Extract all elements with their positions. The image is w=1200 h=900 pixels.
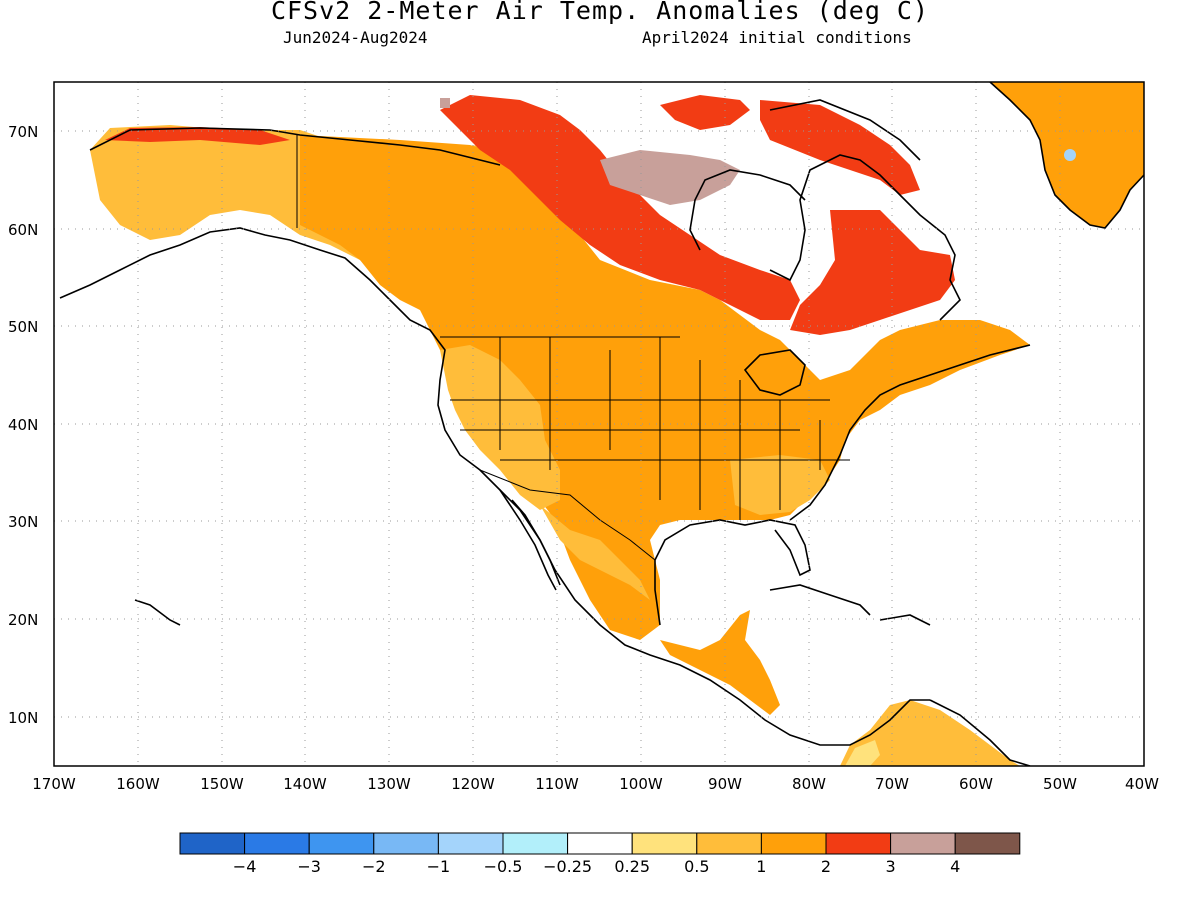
colorbar-label: 0.25 <box>614 857 650 876</box>
lat-label: 30N <box>8 513 38 531</box>
coastline-baja-inner <box>511 499 561 586</box>
colorbar-swatch <box>954 832 1021 855</box>
colorbar-swatch <box>244 832 310 855</box>
colorbar-label: −1 <box>427 857 451 876</box>
lon-label: 60W <box>959 775 993 793</box>
lon-label: 90W <box>708 775 742 793</box>
anomaly-spot-arctic <box>440 98 450 108</box>
anomaly-region-hudson-west <box>440 95 800 320</box>
lon-label: 50W <box>1043 775 1077 793</box>
lon-label: 170W <box>32 775 76 793</box>
lat-label: 20N <box>8 611 38 629</box>
colorbar-label: 4 <box>950 857 960 876</box>
lon-label: 150W <box>200 775 244 793</box>
coastlines <box>59 82 1144 766</box>
colorbar-swatch <box>308 832 375 855</box>
coastline-hispaniola <box>879 614 931 626</box>
coastline-baja <box>499 489 557 591</box>
colorbar-swatch <box>696 832 762 855</box>
lat-label: 70N <box>8 123 38 141</box>
colorbar-swatch <box>373 832 439 855</box>
coastline-baffin <box>769 99 921 161</box>
political-borders <box>296 135 850 561</box>
colorbar-swatch <box>890 832 956 855</box>
longitude-labels: 170W 160W 150W 140W 130W 120W 110W 100W … <box>32 775 1159 793</box>
colorbar-swatch <box>437 832 504 855</box>
anomaly-region-mexico <box>540 505 650 600</box>
coastline-east-coast <box>789 344 1031 521</box>
coastline-hawaii <box>134 599 181 626</box>
coastline-greenland <box>989 82 1144 229</box>
lat-label: 10N <box>8 709 38 727</box>
coastline-labrador <box>769 154 961 321</box>
colorbar-swatch <box>631 832 698 855</box>
forecast-period: Jun2024-Aug2024 <box>283 28 428 47</box>
colorbar-label: −2 <box>362 857 386 876</box>
anomaly-region-arctic-islands <box>660 95 750 130</box>
anomaly-region-kivalliq <box>600 150 740 205</box>
lon-label: 110W <box>535 775 579 793</box>
colorbar-label: 2 <box>821 857 831 876</box>
coastline-great-lakes <box>743 349 806 396</box>
map-frame <box>53 81 1145 767</box>
colorbar-label: −0.25 <box>543 857 592 876</box>
lat-label: 40N <box>8 416 38 434</box>
lon-label: 130W <box>367 775 411 793</box>
lon-label: 70W <box>875 775 909 793</box>
initial-conditions: April2024 initial conditions <box>642 28 912 47</box>
lon-label: 140W <box>283 775 327 793</box>
colorbar-swatch <box>502 832 569 855</box>
colorbar-swatch <box>825 832 892 855</box>
latitude-labels: 70N 60N 50N 40N 30N 20N 10N <box>8 123 38 727</box>
coastline-arctic <box>89 127 501 166</box>
colorbar-label: −0.5 <box>484 857 523 876</box>
anomaly-region-baffin <box>760 100 920 195</box>
coastline-gulf-of-mexico <box>654 519 811 626</box>
lon-label: 160W <box>116 775 160 793</box>
colorbar-swatch <box>567 832 633 855</box>
coastline-south-america <box>929 699 1031 766</box>
state-borders <box>450 337 850 520</box>
lat-label: 60N <box>8 221 38 239</box>
colorbar-label: 3 <box>886 857 896 876</box>
coastline-north-america-west <box>59 227 930 746</box>
colorbar: −4 −3 −2 −1 −0.5 −0.25 0.25 0.5 1 2 3 4 <box>179 832 1021 876</box>
colorbar-label: −3 <box>297 857 321 876</box>
anomaly-fields <box>90 82 1144 766</box>
colorbar-label: 0.5 <box>684 857 709 876</box>
lon-label: 40W <box>1125 775 1159 793</box>
lon-label: 120W <box>451 775 495 793</box>
colorbar-swatch <box>179 832 246 855</box>
map-title: CFSv2 2-Meter Air Temp. Anomalies (deg C… <box>270 0 930 25</box>
anomaly-region-quebec <box>790 210 955 335</box>
lat-label: 50N <box>8 318 38 336</box>
anomaly-spot-greenland-cool <box>1064 149 1076 161</box>
lon-label: 80W <box>792 775 826 793</box>
anomaly-region-central-america <box>660 610 780 715</box>
coastline-cuba <box>769 584 871 616</box>
colorbar-label: −4 <box>233 857 257 876</box>
colorbar-label: 1 <box>756 857 766 876</box>
anomaly-region-canada <box>300 135 1030 640</box>
colorbar-swatch <box>760 832 827 855</box>
lon-label: 100W <box>619 775 663 793</box>
border-us-mexico <box>479 469 656 561</box>
anomaly-region-south-america <box>840 700 1020 766</box>
coastline-hudson-bay <box>689 169 806 251</box>
anomaly-region-venezuela <box>845 740 880 766</box>
